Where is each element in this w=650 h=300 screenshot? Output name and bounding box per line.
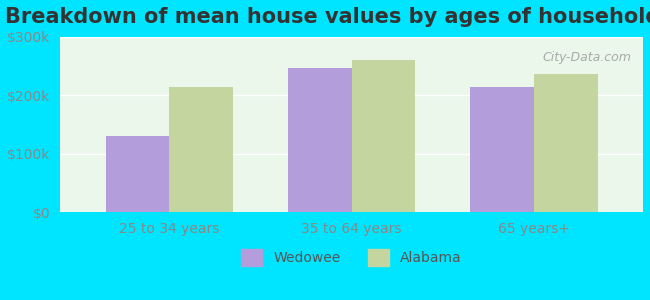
Bar (470, 86, 534, 212)
Bar (288, 68, 352, 212)
Bar (352, 60, 415, 212)
Legend: Wedowee, Alabama: Wedowee, Alabama (236, 244, 467, 272)
Bar (170, 86, 233, 212)
Text: City-Data.com: City-Data.com (543, 51, 631, 64)
Bar (105, 136, 170, 212)
Title: Breakdown of mean house values by ages of householders: Breakdown of mean house values by ages o… (5, 7, 650, 27)
Bar (534, 74, 597, 212)
